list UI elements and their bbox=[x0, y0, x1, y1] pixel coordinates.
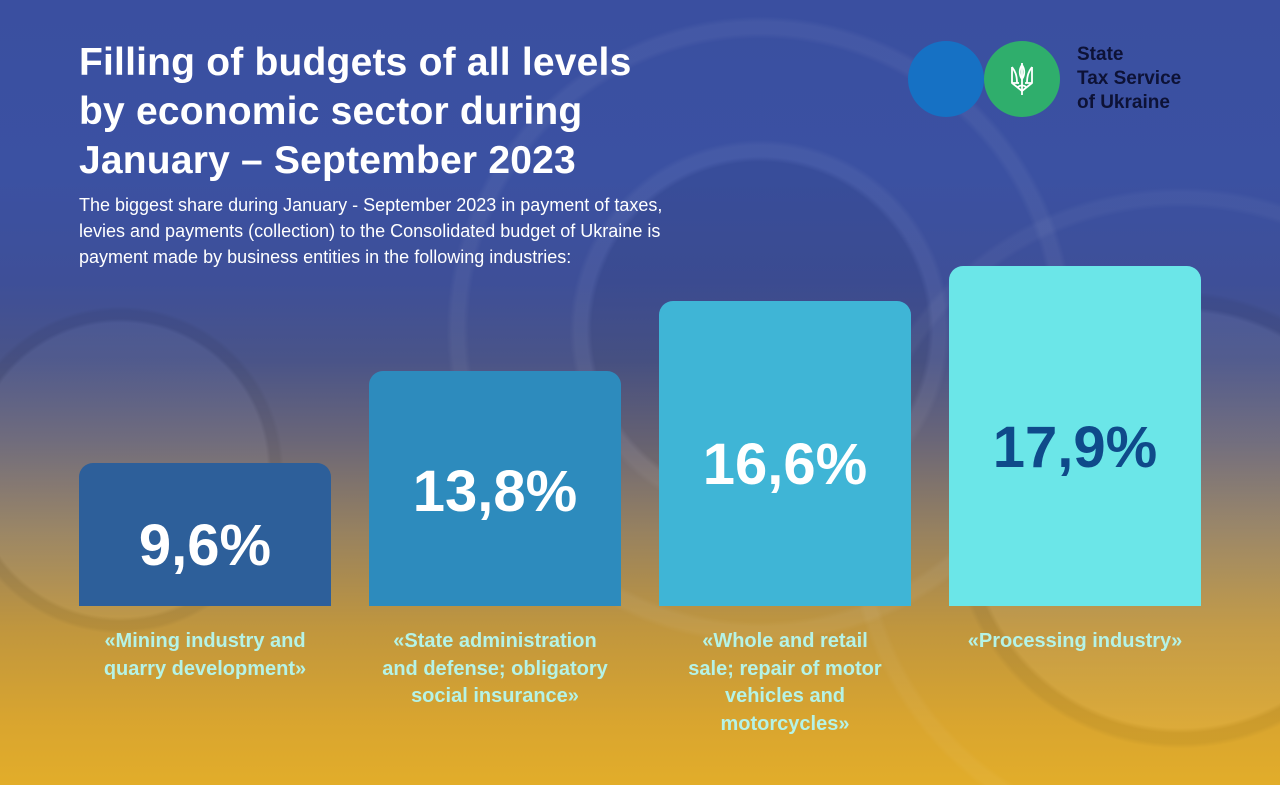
category-label-line: «State administration bbox=[393, 630, 597, 652]
bar-value-label: 13,8% bbox=[412, 459, 578, 524]
bar-1: 9,6% bbox=[79, 463, 331, 606]
category-label-line: «Whole and retail bbox=[702, 630, 868, 652]
subtitle-line: levies and payments (collection) to the … bbox=[79, 221, 661, 241]
bar-value-label: 9,6% bbox=[138, 513, 272, 578]
logo-text-line: State bbox=[1077, 44, 1124, 65]
bar-3: 16,6% bbox=[659, 301, 911, 606]
category-label-line: sale; repair of motor bbox=[688, 657, 882, 680]
category-label-line: quarry development» bbox=[103, 657, 307, 680]
logo-green-circle bbox=[984, 41, 1060, 117]
category-label-line: «Mining industry and bbox=[104, 630, 306, 652]
category-label-line: vehicles and bbox=[724, 685, 846, 707]
logo-text-line: of Ukraine bbox=[1077, 92, 1170, 113]
category-label: «Processing industry» bbox=[939, 628, 1211, 656]
category-label-line: and defense; obligatory bbox=[382, 657, 608, 680]
category-label: «Whole and retail sale; repair of motor ve… bbox=[649, 628, 921, 738]
category-label: «Mining industry and quarry development» bbox=[69, 628, 341, 683]
logo-text-line: Tax Service bbox=[1077, 68, 1182, 89]
bar-value-label: 16,6% bbox=[702, 432, 868, 497]
state-tax-service-logo: State Tax Service of Ukraine bbox=[908, 41, 1228, 117]
title-line: January – September 2023 bbox=[79, 139, 576, 182]
category-label-line: «Processing industry» bbox=[967, 630, 1183, 652]
bar-2: 13,8% bbox=[369, 371, 621, 606]
page-title: Filling of budgets of all levels by econ… bbox=[79, 38, 799, 185]
bar-4: 17,9% bbox=[949, 266, 1201, 606]
subtitle: The biggest share during January - Septe… bbox=[79, 192, 819, 270]
subtitle-line: payment made by business entities in the… bbox=[79, 247, 572, 267]
bar-value-label: 17,9% bbox=[992, 415, 1158, 480]
subtitle-line: The biggest share during January - Septe… bbox=[79, 195, 663, 215]
title-line: Filling of budgets of all levels bbox=[79, 41, 632, 84]
category-label: «State administration and defense; obliga… bbox=[359, 628, 631, 711]
logo-blue-circle bbox=[908, 41, 984, 117]
logo-text: State Tax Service of Ukraine bbox=[1077, 43, 1181, 115]
title-line: by economic sector during bbox=[79, 90, 583, 133]
category-label-line: social insurance» bbox=[411, 685, 579, 707]
trident-icon bbox=[1011, 63, 1033, 95]
category-label-line: motorcycles» bbox=[720, 712, 850, 735]
